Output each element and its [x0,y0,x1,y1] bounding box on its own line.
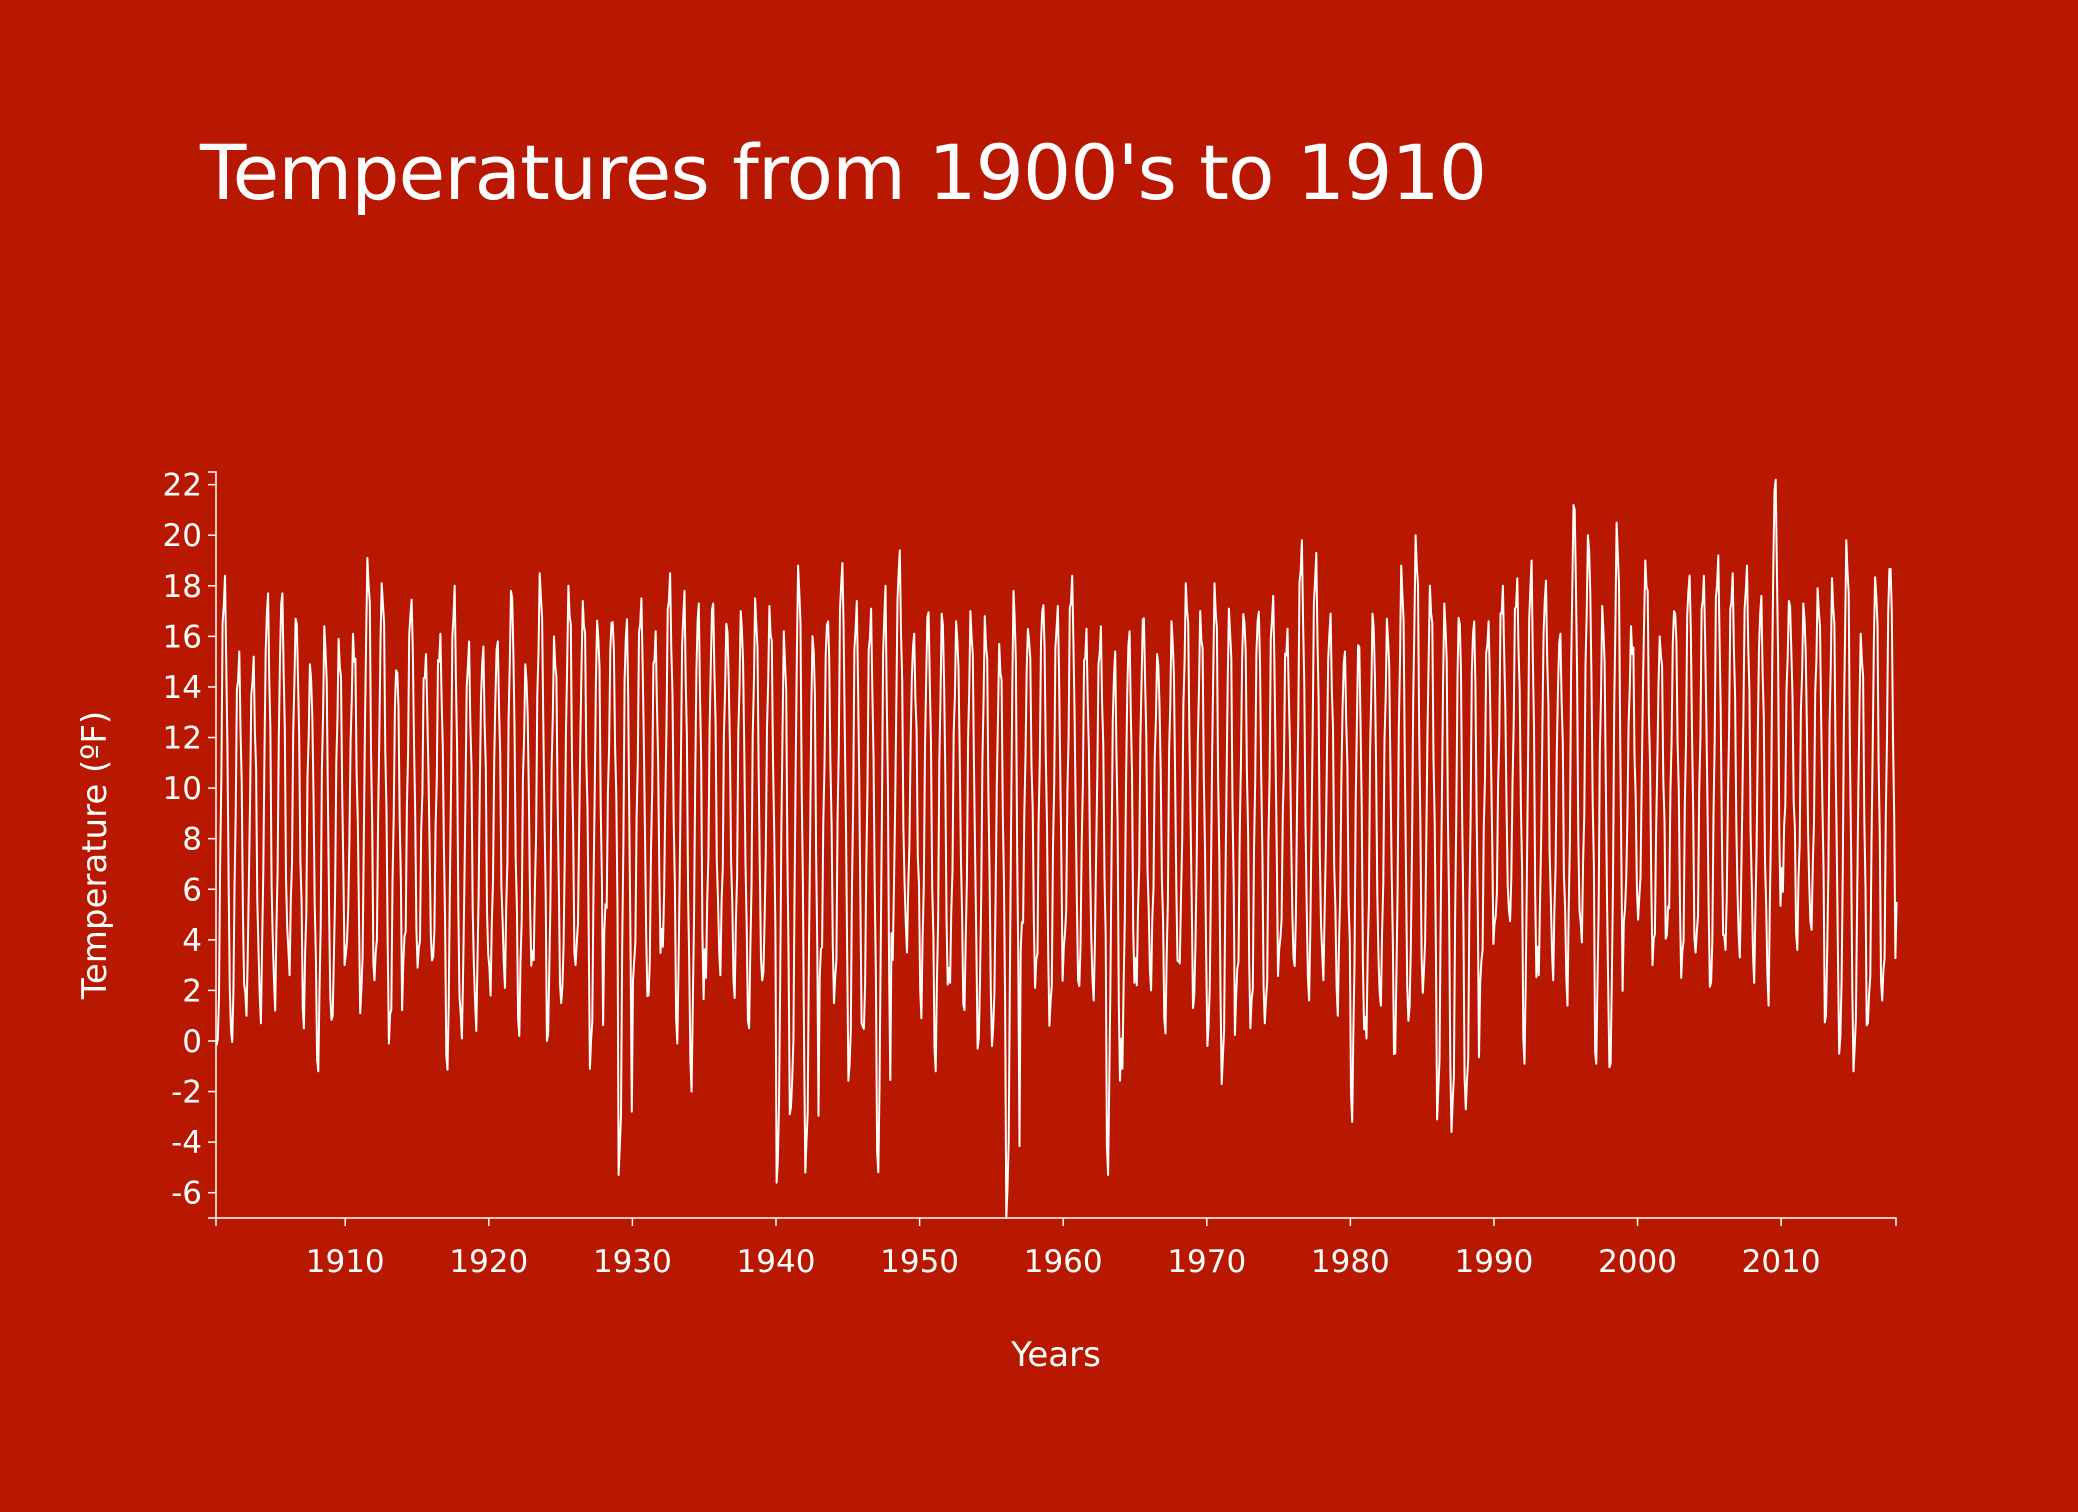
y-tick-label: -4 [171,1125,202,1161]
y-axis-line [208,471,217,1219]
x-axis-label: Years [1010,1335,1101,1375]
chart-title: Temperatures from 1900's to 1910 [200,128,1487,217]
x-tick-label: 1980 [1311,1244,1390,1280]
y-tick-label: 18 [163,569,202,605]
x-tick-label: 1940 [737,1244,816,1280]
y-tick-label: 2 [182,973,202,1009]
x-tick-label: 2010 [1742,1244,1821,1280]
y-tick-label: -6 [171,1176,202,1212]
x-tick-label: 1960 [1024,1244,1103,1280]
x-axis: 1910 1920 1930 1940 1950 1960 1970 1980 1990 2000… [215,1217,1897,1280]
y-tick-label: 10 [163,771,202,807]
y-tick-label: 6 [182,872,202,908]
x-tick-label: 1910 [306,1244,385,1280]
x-tick-label: 1970 [1167,1244,1246,1280]
y-tick-label: 16 [163,619,202,655]
temperature-series-line [215,478,1898,1219]
x-tick-label: 2000 [1598,1244,1677,1280]
y-tick-label: 4 [182,923,202,959]
x-tick-label: 1950 [880,1244,959,1280]
y-tick-label: -2 [171,1075,202,1111]
y-axis-label: Temperature (ºF) [75,711,115,1000]
y-tick-label: 14 [163,670,202,706]
y-tick-label: 12 [163,721,202,757]
y-tick-label: 0 [182,1024,202,1060]
y-tick-label: 22 [163,468,202,504]
x-tick-label: 1990 [1454,1244,1533,1280]
y-tick-label: 8 [182,822,202,858]
x-axis-line [215,1217,1897,1226]
x-tick-label: 1930 [593,1244,672,1280]
y-tick-label: 20 [163,518,202,554]
x-tick-label: 1920 [449,1244,528,1280]
